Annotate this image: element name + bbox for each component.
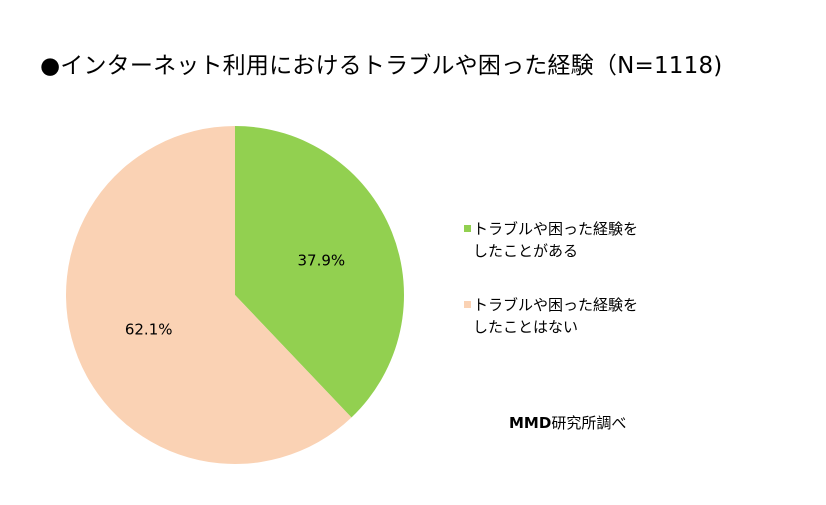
pie-slice-not-experienced <box>66 126 352 464</box>
pie-slice-experienced <box>235 126 405 418</box>
legend-label-not-experienced-line1: トラブルや困った経験を <box>473 296 639 314</box>
chart-title: ●インターネット利用におけるトラブルや困った経験（N=1118) <box>40 53 723 79</box>
source-credit: MMD研究所調べ <box>509 412 626 433</box>
legend-swatch-experienced <box>464 225 471 232</box>
source-text: 研究所調べ <box>551 414 627 432</box>
legend-item-not-experienced: トラブルや困った経験を したことはない <box>464 294 704 338</box>
pie-label-experienced: 37.9% <box>297 252 345 270</box>
source-brand: MMD <box>509 414 552 432</box>
legend-swatch-not-experienced <box>464 301 471 308</box>
legend-label-experienced-line2: したことがある <box>473 242 579 260</box>
legend-label-not-experienced-line2: したことはない <box>473 318 579 336</box>
pie-slices <box>66 126 405 464</box>
pie-value-labels: 37.9% 62.1% <box>125 252 345 339</box>
pie-label-not-experienced: 62.1% <box>125 320 173 338</box>
legend-label-experienced-line1: トラブルや困った経験を <box>473 220 639 238</box>
legend-item-experienced: トラブルや困った経験を したことがある <box>464 218 704 262</box>
